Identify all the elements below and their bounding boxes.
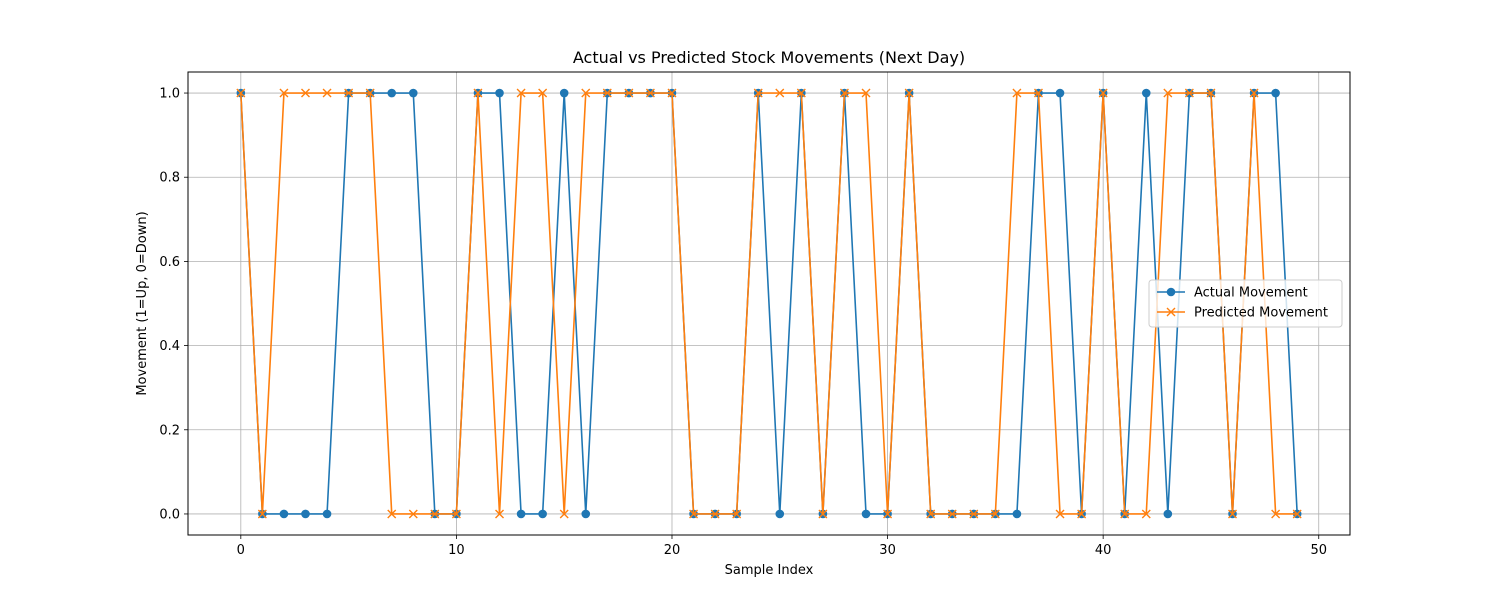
data-point	[839, 88, 849, 98]
data-point	[322, 88, 332, 98]
data-point	[516, 88, 526, 98]
data-point	[451, 509, 461, 519]
data-point	[1249, 88, 1259, 98]
y-tick-label: 0.8	[159, 171, 180, 186]
data-point	[710, 509, 720, 519]
data-point	[581, 509, 591, 519]
data-point	[559, 509, 569, 519]
data-point	[753, 88, 763, 98]
data-point	[279, 88, 289, 98]
data-point	[387, 509, 397, 519]
legend-label: Predicted Movement	[1194, 306, 1328, 321]
data-point	[1271, 88, 1280, 98]
data-point	[1271, 509, 1281, 519]
data-point	[775, 509, 785, 519]
legend-marker	[1166, 287, 1176, 297]
data-point	[344, 88, 354, 98]
data-point	[818, 509, 828, 519]
data-point	[883, 509, 893, 519]
axes: 0 10 20 30 40 50 0.0 0.2 0.4 0.6 0.8 1.0	[159, 87, 1327, 558]
data-point	[969, 509, 979, 519]
data-point	[1292, 509, 1302, 519]
data-point	[538, 509, 547, 519]
data-point	[1012, 509, 1022, 519]
x-tick-label: 40	[1095, 543, 1112, 558]
data-point	[990, 509, 1000, 519]
data-point	[365, 88, 375, 98]
y-tick-label: 0.4	[159, 339, 180, 354]
chart-title: Actual vs Predicted Stock Movements (Nex…	[573, 48, 965, 67]
data-point	[1163, 88, 1173, 98]
data-point	[1098, 88, 1108, 98]
data-point	[1141, 509, 1151, 519]
y-axis-label: Movement (1=Up, 0=Down)	[135, 211, 150, 395]
data-point	[667, 88, 677, 98]
data-point	[624, 88, 634, 98]
y-tick-label: 0.6	[159, 255, 180, 270]
data-point	[559, 88, 569, 98]
data-point	[236, 88, 246, 98]
legend-item: Actual Movement	[1157, 286, 1308, 301]
series-layer	[236, 88, 1302, 519]
data-point	[387, 88, 397, 98]
data-point	[408, 88, 418, 98]
x-tick-label: 30	[879, 543, 896, 558]
y-tick-label: 0.2	[159, 423, 180, 438]
data-point	[1228, 509, 1238, 519]
y-tick-label: 0.0	[159, 507, 180, 522]
data-point	[495, 509, 505, 519]
data-point	[861, 88, 871, 98]
data-point	[1120, 509, 1130, 519]
data-point	[602, 88, 612, 98]
plot-frame	[187, 71, 1351, 536]
data-point	[645, 88, 655, 98]
data-point	[926, 509, 936, 519]
data-point	[538, 88, 548, 98]
data-point	[689, 509, 699, 519]
data-point	[1077, 509, 1087, 519]
x-tick-label: 20	[664, 543, 681, 558]
data-point	[904, 88, 914, 98]
data-point	[408, 509, 418, 519]
x-tick-label: 10	[448, 543, 465, 558]
data-point	[1055, 88, 1065, 98]
data-point	[1055, 509, 1065, 519]
data-point	[732, 509, 742, 519]
x-tick-label: 0	[237, 543, 245, 558]
series-predicted	[236, 88, 1302, 519]
legend-label: Actual Movement	[1194, 286, 1308, 301]
data-point	[947, 509, 957, 519]
data-point	[516, 509, 526, 519]
data-point	[1012, 88, 1022, 98]
data-point	[473, 88, 483, 98]
data-point	[581, 88, 591, 98]
x-tick-label: 50	[1310, 543, 1327, 558]
data-point	[495, 88, 504, 98]
data-point	[1163, 509, 1173, 519]
data-point	[300, 88, 310, 98]
legend-marker	[1166, 307, 1176, 317]
data-point	[301, 509, 310, 519]
data-point	[796, 88, 806, 98]
legend-item: Predicted Movement	[1157, 306, 1328, 321]
series-actual	[236, 88, 1302, 519]
data-point	[279, 509, 289, 519]
series-line	[240, 92, 1298, 515]
legend: Actual Movement Predicted Movement	[1148, 279, 1343, 328]
data-point	[775, 88, 785, 98]
data-point	[1141, 88, 1151, 98]
data-point	[1206, 88, 1216, 98]
data-point	[1184, 88, 1194, 98]
series-line	[240, 92, 1298, 515]
data-point	[430, 509, 440, 519]
x-axis-label: Sample Index	[725, 563, 814, 578]
y-tick-label: 1.0	[159, 87, 180, 102]
data-point	[322, 509, 332, 519]
data-point	[257, 509, 267, 519]
data-point	[861, 509, 871, 519]
data-point	[1033, 88, 1043, 98]
legend-box	[1148, 279, 1343, 328]
